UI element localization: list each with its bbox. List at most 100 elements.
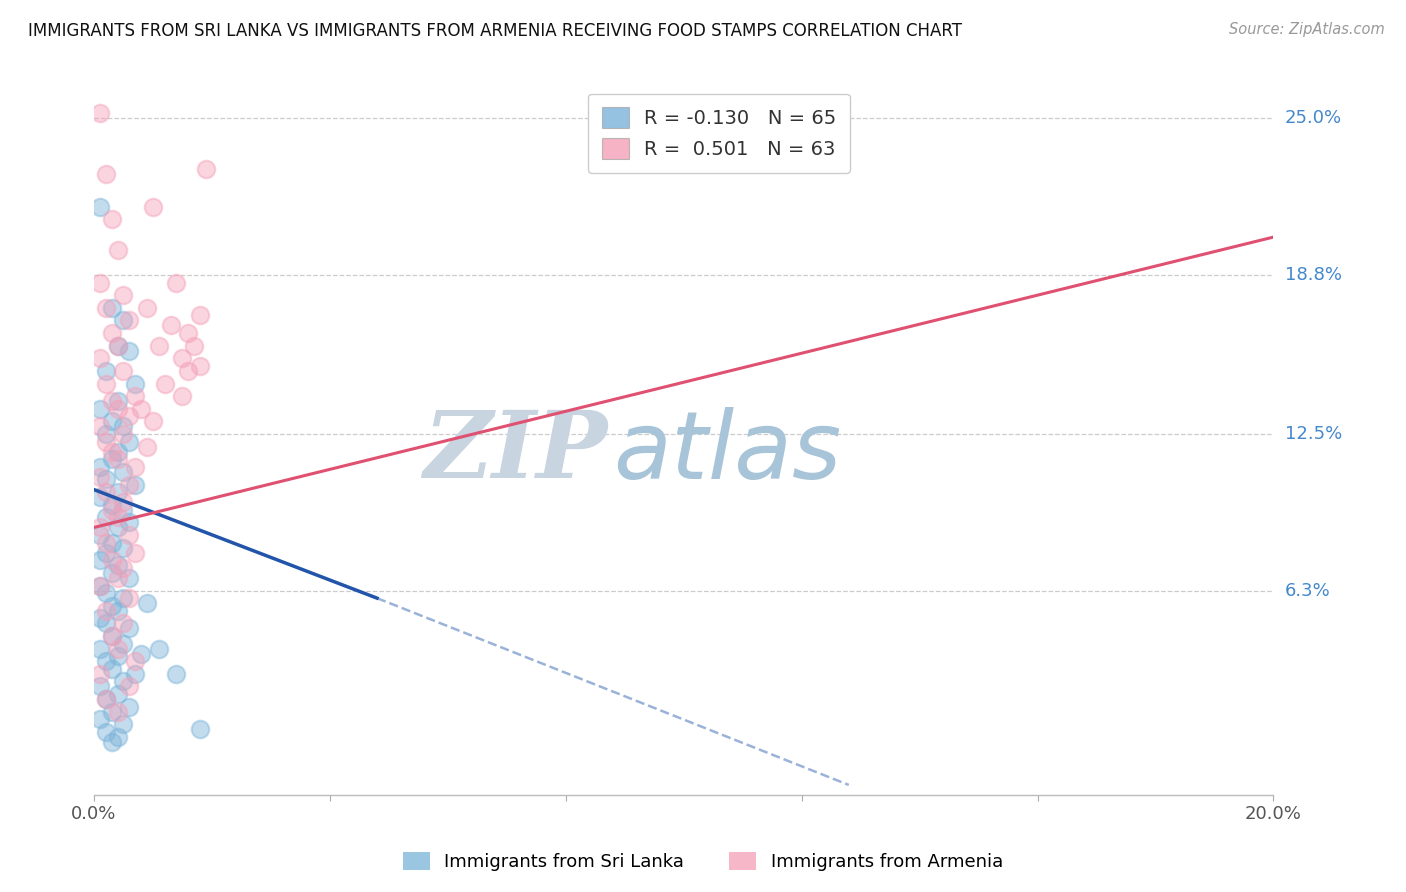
Point (107, 444, 129, 458)
Point (94, 546, 117, 560)
Point (89, 470, 111, 484)
Point (118, 313, 141, 327)
Point (118, 528, 141, 542)
Text: IMMIGRANTS FROM SRI LANKA VS IMMIGRANTS FROM ARMENIA RECEIVING FOOD STAMPS CORRE: IMMIGRANTS FROM SRI LANKA VS IMMIGRANTS … (28, 22, 962, 40)
Point (148, 641, 170, 656)
Point (100, 662, 122, 676)
Point (107, 571, 129, 585)
Point (100, 414, 122, 428)
Point (100, 452, 122, 467)
Point (112, 465, 135, 479)
Point (177, 364, 200, 378)
Text: atlas: atlas (613, 407, 841, 498)
Point (166, 666, 188, 681)
Point (107, 339, 129, 353)
Point (89, 200, 111, 214)
Point (100, 599, 122, 613)
Point (89, 419, 111, 434)
Point (107, 730, 129, 744)
Point (107, 641, 129, 656)
Legend: Immigrants from Sri Lanka, Immigrants from Armenia: Immigrants from Sri Lanka, Immigrants fr… (395, 845, 1011, 879)
Point (107, 510, 129, 524)
Point (129, 401, 152, 416)
Point (112, 313, 135, 327)
Point (89, 611, 111, 625)
Point (100, 629, 122, 643)
Point (118, 591, 141, 606)
Point (112, 636, 135, 650)
Point (172, 389, 194, 403)
Point (124, 654, 146, 668)
Point (107, 520, 129, 534)
Point (124, 376, 146, 391)
Text: 6.3%: 6.3% (1285, 582, 1330, 599)
Point (100, 735, 122, 749)
Point (94, 510, 117, 524)
Point (129, 647, 152, 661)
Point (94, 692, 117, 706)
Point (107, 705, 129, 719)
Point (100, 394, 122, 409)
Point (94, 692, 117, 706)
Point (89, 578, 111, 592)
Point (94, 364, 117, 378)
Point (142, 200, 165, 214)
Point (94, 434, 117, 449)
Point (112, 427, 135, 442)
Point (136, 440, 159, 454)
Point (107, 401, 129, 416)
Point (107, 394, 129, 409)
Point (89, 106, 111, 120)
Point (124, 546, 146, 560)
Point (94, 427, 117, 442)
Point (118, 571, 141, 585)
Point (188, 309, 211, 323)
Point (118, 477, 141, 491)
Point (107, 485, 129, 500)
Point (89, 490, 111, 504)
Point (107, 339, 129, 353)
Point (118, 409, 141, 424)
Point (100, 301, 122, 315)
Point (124, 459, 146, 474)
Point (118, 516, 141, 530)
Point (159, 318, 181, 333)
Point (107, 649, 129, 664)
Point (89, 666, 111, 681)
Point (107, 243, 129, 257)
Point (94, 167, 117, 181)
Point (183, 339, 205, 353)
Point (100, 326, 122, 340)
Point (142, 414, 165, 428)
Point (100, 705, 122, 719)
Point (89, 459, 111, 474)
Point (177, 326, 200, 340)
Point (107, 452, 129, 467)
Point (94, 535, 117, 549)
Point (112, 419, 135, 434)
Point (136, 301, 159, 315)
Point (94, 725, 117, 739)
Point (94, 301, 117, 315)
Point (188, 359, 211, 373)
Point (89, 520, 111, 534)
Point (112, 616, 135, 631)
Point (112, 495, 135, 509)
Point (94, 485, 117, 500)
Point (112, 288, 135, 302)
Point (112, 541, 135, 555)
Point (107, 604, 129, 618)
Point (89, 712, 111, 726)
Text: 25.0%: 25.0% (1285, 110, 1341, 128)
Point (94, 616, 117, 631)
Point (172, 351, 194, 366)
Point (89, 401, 111, 416)
Point (89, 528, 111, 542)
Point (100, 553, 122, 567)
Point (118, 434, 141, 449)
Legend: R = -0.130   N = 65, R =  0.501   N = 63: R = -0.130 N = 65, R = 0.501 N = 63 (588, 94, 851, 173)
Point (94, 376, 117, 391)
Point (100, 629, 122, 643)
Point (94, 586, 117, 600)
Text: 12.5%: 12.5% (1285, 425, 1341, 443)
